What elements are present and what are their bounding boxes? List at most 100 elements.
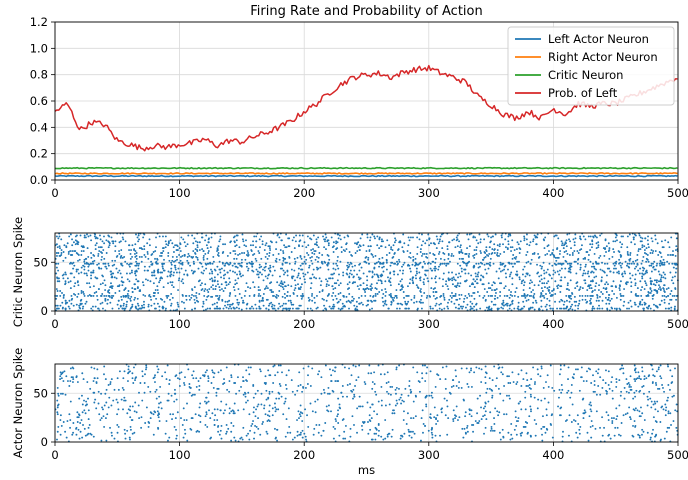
spike-dot [204,239,207,242]
spike-dot [274,410,277,413]
spike-dot [84,412,87,415]
spike-dot [478,367,481,370]
spike-dot [467,254,470,257]
spike-dot [639,415,642,418]
spike-dot [565,299,568,302]
spike-dot [508,289,511,291]
spike-dot [259,289,262,291]
spike-dot [464,294,467,297]
spike-dot [633,243,636,246]
spike-dot [223,269,226,272]
spike-dot [382,292,385,295]
spike-dot [296,430,299,433]
spike-dot [88,282,91,285]
spike-dot [171,281,174,284]
spike-dot [658,251,661,253]
spike-dot [515,270,518,273]
spike-dot [612,248,615,251]
spike-dot [241,252,243,254]
spike-dot [156,257,159,260]
spike-dot [348,251,351,253]
spike-dot [262,421,264,423]
spike-dot [641,412,644,415]
spike-dot [402,233,405,236]
spike-dot [464,253,467,255]
spike-dot [548,304,551,307]
spike-dot [534,434,537,437]
spike-dot [257,250,260,252]
spike-dot [236,301,239,304]
spike-dot [436,238,439,241]
spike-dot [191,308,193,311]
spike-dot [257,403,260,406]
spike-dot [358,302,361,305]
spike-dot [277,408,280,411]
spike-dot [131,405,134,408]
spike-dot [175,271,178,274]
spike-dot [470,367,473,370]
spike-dot [104,262,107,265]
spike-dot [249,366,252,369]
spike-dot [71,433,74,436]
spike-dot [638,436,641,439]
spike-dot [123,396,126,399]
spike-dot [403,242,406,245]
spike-dot [381,296,384,299]
spike-dot [629,253,632,256]
spike-dot [153,376,156,379]
spike-dot [287,237,290,240]
spike-dot [407,263,410,266]
spike-dot [119,240,122,243]
spike-dot [601,416,604,419]
spike-dot [303,260,306,263]
spike-dot [213,408,216,411]
spike-dot [211,412,214,415]
spike-dot [120,280,123,283]
spike-dot [423,283,425,286]
spike-dot [224,243,227,246]
spike-dot [505,276,508,279]
spike-dot [282,256,285,259]
spike-dot [409,388,412,391]
spike-dot [216,265,219,268]
spike-dot [340,246,343,249]
spike-dot [257,286,260,289]
spike-dot [68,299,71,302]
spike-dot [603,426,606,429]
spike-dot [475,308,478,311]
spike-dot [538,307,541,310]
spike-dot [361,405,364,408]
spike-dot [71,238,74,241]
spike-dot [284,400,287,403]
spike-dot [593,384,596,386]
spike-dot [416,272,418,275]
spike-dot [445,280,448,283]
x-tick-label: 400 [542,448,564,462]
spike-dot [78,306,81,309]
spike-dot [633,378,636,381]
spike-dot [380,399,383,402]
spike-dot [421,265,424,268]
spike-dot [100,258,103,261]
spike-dot [216,273,219,276]
spike-dot [375,261,378,264]
spike-dot [238,389,241,392]
spike-dot [268,247,271,250]
spike-dot [515,424,518,427]
spike-dot [292,236,295,239]
spike-dot [653,279,656,282]
spike-dot [296,307,299,310]
spike-dot [299,288,302,291]
spike-dot [218,260,221,263]
spike-dot [382,270,385,273]
spike-dot [606,307,609,310]
spike-dot [107,384,110,386]
spike-dot [431,396,434,399]
spike-dot [194,252,196,254]
spike-dot [332,262,335,265]
spike-dot [282,250,285,252]
spike-dot [479,265,481,268]
spike-dot [399,269,402,272]
spike-dot [143,269,146,272]
spike-dot [642,255,645,258]
